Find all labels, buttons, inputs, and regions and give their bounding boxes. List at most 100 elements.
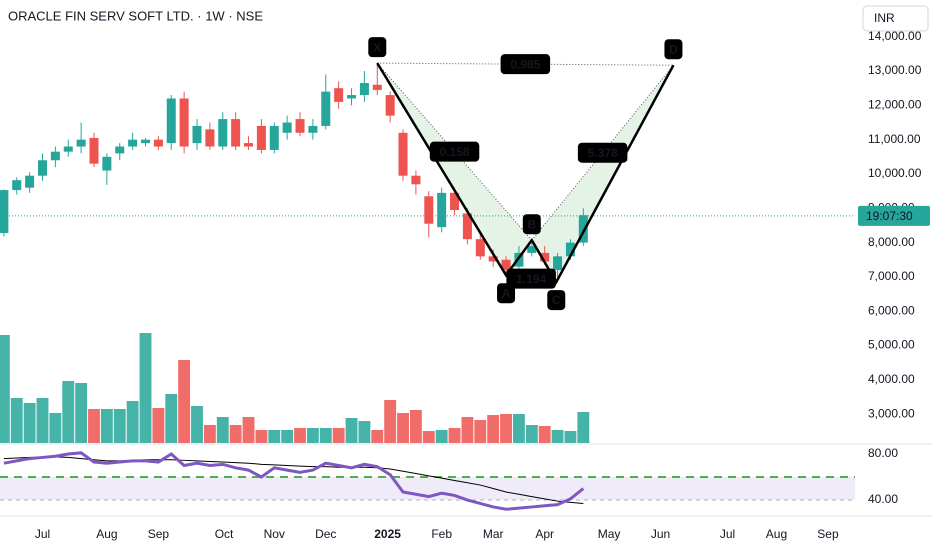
point-label: B: [527, 217, 536, 231]
volume-bar: [242, 417, 255, 443]
candle-body: [527, 246, 537, 253]
volume-bar: [487, 415, 500, 443]
candle-body: [385, 95, 395, 116]
volume-bar: [461, 417, 474, 443]
ratio-label: 0.158: [440, 145, 470, 159]
point-label: C: [552, 293, 561, 307]
point-box: [664, 39, 683, 60]
rsi-tick-label: 80.00: [868, 446, 898, 460]
ratio-label: 0.985: [510, 57, 540, 71]
point-box: [522, 214, 541, 235]
volume-bar: [36, 398, 49, 443]
point-box: [497, 283, 516, 304]
volume-bar: [538, 426, 551, 443]
volume-bar: [306, 428, 319, 443]
ratio-box: [429, 141, 480, 162]
volume-bar: [525, 425, 538, 443]
y-tick-label: 11,000.00: [868, 132, 921, 146]
volume-bar: [500, 414, 512, 443]
candle-body: [553, 256, 563, 271]
candle-body: [437, 192, 447, 228]
volume-bar: [113, 409, 126, 443]
candle-body: [63, 146, 73, 152]
x-tick-label: Jul: [720, 527, 735, 541]
candle-body: [50, 151, 60, 161]
x-tick-label: Aug: [96, 527, 117, 541]
candle-body: [578, 215, 588, 243]
candle-body: [89, 137, 99, 164]
currency-label[interactable]: INR: [874, 11, 895, 25]
candle-body: [128, 139, 138, 147]
x-tick-label: Mar: [483, 527, 504, 541]
candle-body: [501, 259, 511, 271]
point-label: A: [502, 286, 511, 300]
volume-bar: [294, 428, 306, 443]
rsi-band: [0, 477, 855, 501]
volume-bar: [191, 406, 203, 443]
rsi-ma-line: [3, 456, 584, 504]
volume-bar: [10, 398, 23, 443]
candle-body: [218, 119, 228, 147]
pattern-fill: [377, 63, 532, 276]
volume-bar: [319, 428, 332, 443]
candle-body: [321, 91, 331, 126]
candle-body: [25, 175, 35, 188]
y-tick-label: 13,000.00: [868, 63, 922, 77]
x-tick-label: Jun: [651, 527, 670, 541]
point-label: D: [669, 42, 678, 56]
ratio-box: [500, 54, 551, 75]
volume-bar: [49, 413, 62, 443]
x-tick-label: May: [598, 527, 621, 541]
candle-body: [282, 122, 292, 133]
volume-bar: [474, 420, 487, 443]
volume-bar: [345, 418, 358, 443]
candle-body: [37, 160, 47, 176]
volume-bar: [512, 414, 525, 443]
candle-body: [205, 129, 215, 147]
volume-bar: [281, 430, 294, 443]
x-tick-label: Oct: [215, 527, 234, 541]
candle-body: [231, 119, 241, 147]
volume-bar: [152, 408, 165, 443]
pattern-line: [376, 62, 675, 285]
candle-body: [450, 192, 460, 211]
candle-body: [115, 146, 125, 154]
y-tick-label: 14,000.00: [868, 29, 922, 43]
candle-body: [565, 242, 575, 257]
volume-bar: [551, 430, 564, 443]
currency-button[interactable]: [862, 5, 929, 32]
volume-bar: [178, 360, 191, 443]
volume-bar: [435, 430, 448, 443]
volume-bar: [75, 383, 88, 443]
x-tick-label: Jul: [35, 527, 50, 541]
y-tick-label: 7,000.00: [868, 269, 915, 283]
y-tick-label: 5,000.00: [868, 338, 915, 352]
point-box: [547, 290, 566, 311]
x-tick-label: Nov: [264, 527, 285, 541]
candle-body: [192, 125, 202, 144]
volume-bar: [100, 409, 113, 443]
volume-bar: [165, 394, 178, 443]
ratio-label: 1.194: [516, 272, 546, 286]
volume-bar: [397, 413, 409, 443]
candle-body: [269, 125, 279, 150]
volume-bar: [216, 417, 229, 443]
candle-body: [295, 119, 305, 133]
volume-bar: [384, 400, 397, 443]
volume-bar: [409, 410, 422, 443]
volume-bar: [229, 425, 242, 443]
volume-bar: [577, 412, 590, 443]
candle-body: [0, 190, 9, 233]
candle-body: [179, 98, 189, 147]
x-tick-label: Sep: [817, 527, 839, 541]
candle-body: [424, 196, 434, 224]
candle-body: [347, 95, 357, 99]
candle-body: [256, 125, 266, 150]
volume-bar: [371, 430, 384, 443]
rsi-tick-label: 40.00: [868, 492, 898, 506]
candle-body: [540, 252, 550, 262]
pattern-fill: [531, 65, 674, 283]
y-tick-label: 6,000.00: [868, 303, 915, 317]
y-tick-label: 8,000.00: [868, 235, 915, 249]
candle-body: [308, 125, 318, 133]
